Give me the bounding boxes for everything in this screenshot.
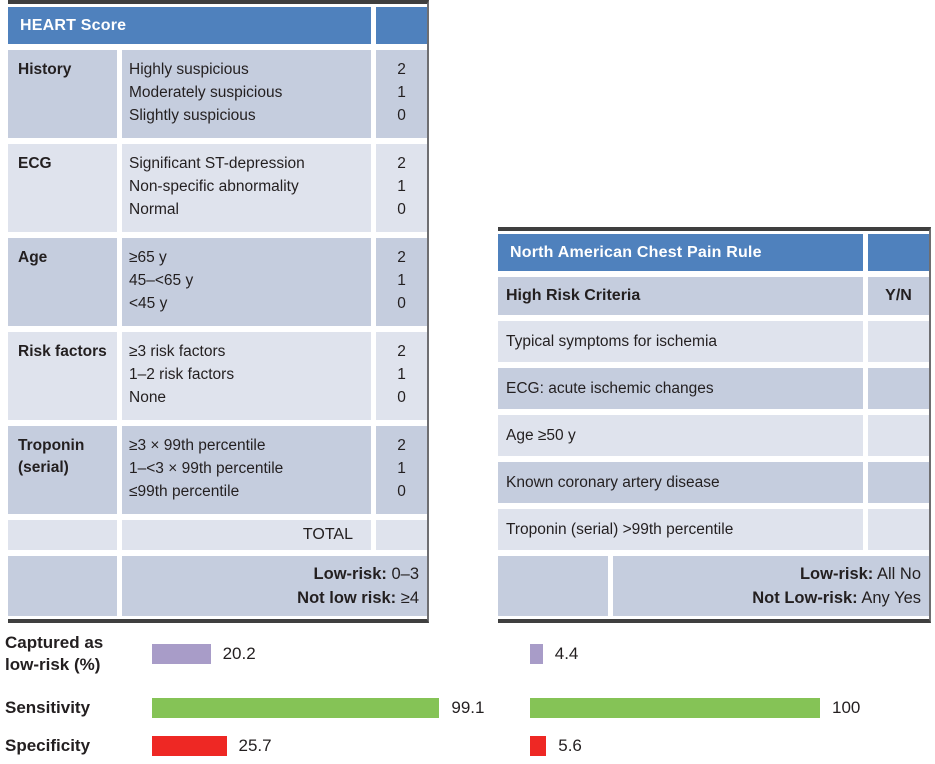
heart-row-scores-risk-factors: 2 1 0 xyxy=(376,332,427,420)
nacpr-yn-cell-troponin xyxy=(868,509,929,550)
nacpr-yn-column-header-spacer xyxy=(868,234,929,271)
heart-row-options-troponin: ≥3 × 99th percentile 1–<3 × 99th percent… xyxy=(122,426,371,514)
nacpr-yn-cell-typical-symptoms xyxy=(868,321,929,362)
heart-table-title: HEART Score xyxy=(8,7,371,44)
heart-not-lowrisk-line: Not low risk: ≥4 xyxy=(297,589,419,607)
heart-score-column-header xyxy=(376,7,427,44)
bar-value-nacpr-specificity: 5.6 xyxy=(558,736,582,755)
nacpr-yn-cell-cad xyxy=(868,462,929,503)
nacpr-not-lowrisk-line: Not Low-risk: Any Yes xyxy=(752,589,921,607)
metric-label-specificity: Specificity xyxy=(5,736,91,755)
bar-value-heart-specificity: 25.7 xyxy=(238,736,272,755)
heart-row-options-history: Highly suspicious Moderately suspicious … xyxy=(122,50,371,138)
heart-row-options-risk-factors: ≥3 risk factors 1–2 risk factors None xyxy=(122,332,371,420)
heart-total-score-cell xyxy=(376,520,427,550)
nacpr-lowrisk-row: Low-risk: All No Not Low-risk: Any Yes xyxy=(498,556,929,616)
nacpr-yn-cell-ecg xyxy=(868,368,929,409)
nacpr-lowrisk-rule: Low-risk: All No Not Low-risk: Any Yes xyxy=(613,556,929,616)
nacpr-lowrisk-line: Low-risk: All No xyxy=(799,565,921,583)
nacpr-table-title: North American Chest Pain Rule xyxy=(498,234,863,271)
bar-group-heart-sensitivity: 99.1 xyxy=(152,690,484,726)
nacpr-criterion-troponin: Troponin (serial) >99th percentile xyxy=(498,509,863,550)
nacpr-yn-cell-age xyxy=(868,415,929,456)
bar-group-nacpr-specificity: 5.6 xyxy=(530,730,582,762)
heart-score-table: HEART Score History Highly suspicious Mo… xyxy=(8,0,429,623)
nacpr-criteria-header: High Risk Criteria xyxy=(498,277,863,315)
heart-lowrisk-line: Low-risk: 0–3 xyxy=(313,565,419,583)
heart-row-label-risk-factors: Risk factors xyxy=(8,332,117,420)
metric-row-sensitivity: Sensitivity 99.1 100 xyxy=(0,690,935,726)
bar-group-nacpr-captured: 4.4 xyxy=(530,632,578,676)
bar-value-heart-captured: 20.2 xyxy=(222,644,256,663)
bar-value-nacpr-sensitivity: 100 xyxy=(832,698,861,717)
bar-heart-specificity xyxy=(152,736,227,756)
heart-row-label-ecg: ECG xyxy=(8,144,117,232)
bar-value-heart-sensitivity: 99.1 xyxy=(451,698,485,717)
heart-row-label-age: Age xyxy=(8,238,117,326)
nacpr-criterion-ecg: ECG: acute ischemic changes xyxy=(498,368,863,409)
heart-lowrisk-row-spacer xyxy=(8,556,117,616)
heart-total-label: TOTAL xyxy=(122,520,371,550)
bar-heart-captured xyxy=(152,644,211,664)
nacpr-criterion-typical-symptoms: Typical symptoms for ischemia xyxy=(498,321,863,362)
heart-row-scores-age: 2 1 0 xyxy=(376,238,427,326)
heart-row-options-ecg: Significant ST-depression Non-specific a… xyxy=(122,144,371,232)
bar-group-heart-specificity: 25.7 xyxy=(152,730,272,762)
bar-nacpr-specificity xyxy=(530,736,547,756)
heart-row-scores-history: 2 1 0 xyxy=(376,50,427,138)
heart-lowrisk-rule: Low-risk: 0–3 Not low risk: ≥4 xyxy=(122,556,427,616)
heart-row-label-troponin: Troponin (serial) xyxy=(8,426,117,514)
nacpr-table: North American Chest Pain Rule High Risk… xyxy=(498,227,931,623)
bar-group-nacpr-sensitivity: 100 xyxy=(530,690,860,726)
bar-value-nacpr-captured: 4.4 xyxy=(554,644,579,663)
metric-label-captured: Captured as low-risk (%) xyxy=(5,633,104,674)
bar-nacpr-captured xyxy=(530,644,543,664)
nacpr-criterion-cad: Known coronary artery disease xyxy=(498,462,863,503)
bar-group-heart-captured: 20.2 xyxy=(152,632,256,676)
heart-row-scores-troponin: 2 1 0 xyxy=(376,426,427,514)
heart-row-label-history: History xyxy=(8,50,117,138)
nacpr-lowrisk-row-spacer xyxy=(498,556,608,616)
bar-nacpr-sensitivity xyxy=(530,698,820,718)
nacpr-criterion-age: Age ≥50 y xyxy=(498,415,863,456)
heart-row-options-age: ≥65 y 45–<65 y <45 y xyxy=(122,238,371,326)
heart-total-row-spacer xyxy=(8,520,117,550)
bar-heart-sensitivity xyxy=(152,698,440,718)
heart-row-scores-ecg: 2 1 0 xyxy=(376,144,427,232)
nacpr-yn-header: Y/N xyxy=(868,277,929,315)
metric-row-captured: Captured as low-risk (%) 20.2 4.4 xyxy=(0,632,935,676)
metric-label-sensitivity: Sensitivity xyxy=(5,698,91,717)
metric-row-specificity: Specificity 25.7 5.6 xyxy=(0,730,935,762)
